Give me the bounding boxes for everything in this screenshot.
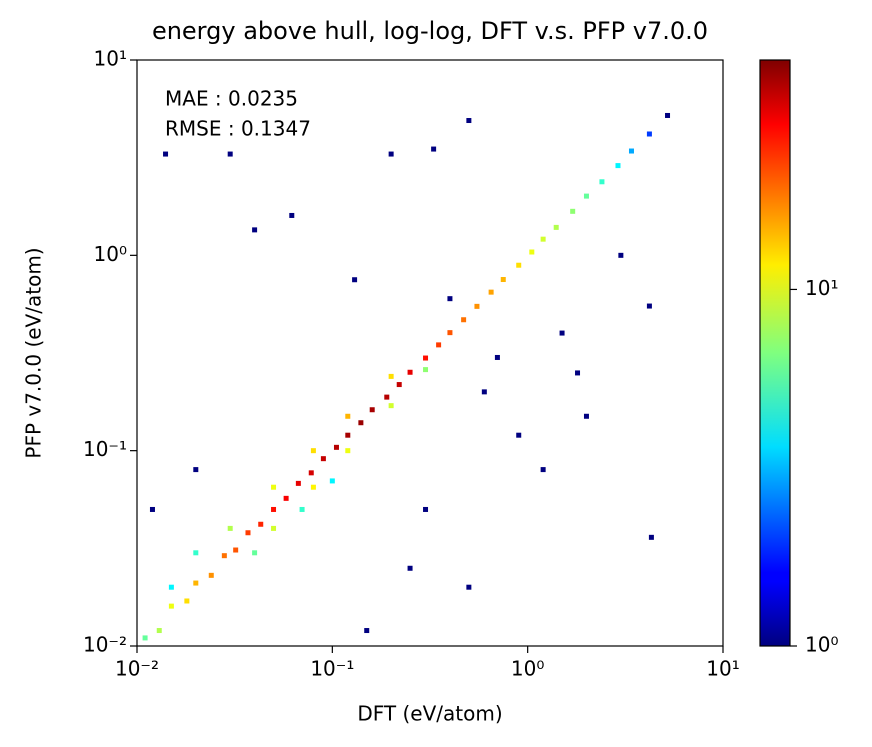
density-cell [516, 432, 522, 438]
density-cell [168, 603, 174, 609]
y-axis-label: PFP v7.0.0 (eV/atom) [22, 247, 46, 458]
density-cell [388, 403, 394, 409]
density-cell [208, 572, 214, 578]
density-cell [184, 598, 190, 604]
density-cell [529, 249, 535, 255]
x-axis-label: DFT (eV/atom) [357, 702, 502, 726]
y-tick-label: 10⁻² [83, 633, 127, 657]
x-tick-label: 10⁻¹ [310, 657, 354, 681]
density-cell [488, 289, 494, 295]
colorbar-tick-label: 10¹ [805, 276, 838, 300]
density-cell [193, 467, 199, 473]
density-cell [193, 550, 199, 556]
density-cell [252, 227, 258, 233]
density-cell [646, 303, 652, 309]
density-cell [466, 118, 472, 124]
density-cell [494, 354, 500, 360]
x-tick-label: 10⁰ [511, 657, 544, 681]
density-cell [628, 148, 634, 154]
density-cell [345, 432, 351, 438]
density-cell [258, 521, 264, 527]
density-cell [227, 151, 233, 157]
density-cell [252, 550, 258, 556]
density-cell [295, 480, 301, 486]
density-cell [461, 317, 467, 323]
density-cell [618, 252, 624, 258]
density-cell [575, 370, 581, 376]
density-cell [308, 470, 314, 476]
annotation: MAE : 0.0235 [165, 87, 298, 111]
density-cell [245, 530, 251, 536]
density-cell [431, 146, 437, 152]
density-cell [369, 407, 375, 413]
density-cell [516, 262, 522, 268]
density-cell [423, 506, 429, 512]
plot-frame [136, 59, 724, 647]
density-cell [289, 212, 295, 218]
colorbar-tick-label: 10⁰ [805, 633, 838, 657]
density-cell [648, 534, 654, 540]
density-cell [407, 565, 413, 571]
density-cell [149, 506, 155, 512]
density-cell [447, 296, 453, 302]
density-cell [221, 553, 227, 559]
density-cell [193, 580, 199, 586]
density-cell [358, 420, 364, 426]
y-tick-label: 10⁻¹ [83, 437, 127, 461]
density-cell [345, 413, 351, 419]
density-cell [646, 131, 652, 137]
density-cell [271, 484, 277, 490]
density-cell [352, 277, 358, 283]
density-cell [423, 355, 429, 361]
density-cell [466, 584, 472, 590]
y-tick-label: 10⁰ [94, 242, 127, 266]
density-cell [388, 373, 394, 379]
density-cell [142, 635, 148, 641]
density-cell [474, 303, 480, 309]
density-cell [570, 208, 576, 214]
density-cell [500, 277, 506, 283]
density-cell [271, 506, 277, 512]
density-cell [559, 330, 565, 336]
density-cell [299, 506, 305, 512]
density-cell [436, 342, 442, 348]
density-cell [599, 179, 605, 185]
colorbar [759, 59, 791, 647]
density-cell [384, 394, 390, 400]
density-cell [553, 224, 559, 230]
density-cell [364, 628, 370, 634]
density-cell [388, 151, 394, 157]
density-cell [163, 151, 169, 157]
density-cell [156, 628, 162, 634]
y-tick-label: 10¹ [94, 47, 127, 71]
chart-title: energy above hull, log-log, DFT v.s. PFP… [152, 17, 708, 45]
density-cell [333, 444, 339, 450]
density-cell [540, 467, 546, 473]
density-cell [583, 413, 589, 419]
density-cell [396, 382, 402, 388]
density-cell [481, 389, 487, 395]
x-tick-label: 10⁻² [115, 657, 159, 681]
x-tick-label: 10¹ [706, 657, 739, 681]
density-cell [227, 525, 233, 531]
density-cell [168, 584, 174, 590]
density-cell [345, 448, 351, 454]
density-cell [615, 163, 621, 169]
annotation: RMSE : 0.1347 [165, 117, 311, 141]
density-cell [447, 330, 453, 336]
density-cell [329, 478, 335, 484]
density-cell [540, 236, 546, 242]
density-cell [665, 112, 671, 118]
density-cell [310, 484, 316, 490]
density-cell [407, 369, 413, 375]
density-cell [271, 525, 277, 531]
density-cell [233, 547, 239, 553]
density-cell [423, 367, 429, 373]
density-cell [310, 448, 316, 454]
density-cell [283, 495, 289, 501]
density-cell [320, 456, 326, 462]
density-cell [583, 193, 589, 199]
